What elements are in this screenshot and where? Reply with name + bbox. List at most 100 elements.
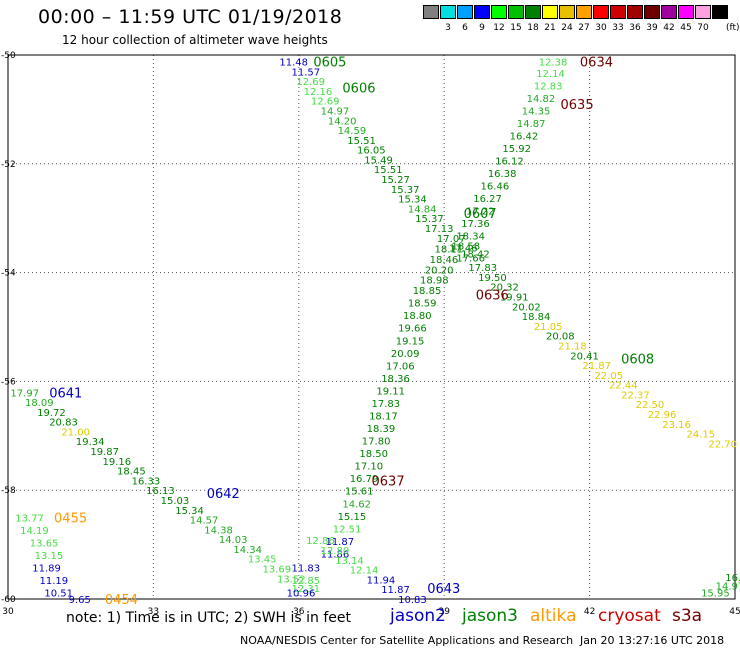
wave-height-label: 11.86 [321,549,350,560]
scale-swatch [695,5,711,19]
x-tick-label: 45 [729,607,740,617]
wave-height-label: 14.82 [527,94,556,105]
pass-labels: 0605 0606 0608 0634 0635 0607 0636 0637 0641 0642… [49,56,654,608]
wave-height-label: 20.02 [512,302,541,313]
x-tick-label: 39 [438,607,450,617]
wave-height-label: 10.96 [287,588,316,599]
wave-height-label: 16.33 [132,476,161,487]
pass-time-label: 0635 [561,98,594,113]
x-tick-label: 42 [584,607,595,617]
wave-height-label: 16.05 [357,146,386,157]
pass-time-label: 0636 [476,288,509,303]
scale-swatch [440,5,456,19]
wave-height-label: 22.05 [594,371,623,382]
wave-height-label: 13.45 [248,555,277,566]
wave-height-label: 13.15 [35,551,64,562]
satellite-altika: altika [530,606,577,626]
wave-height-label: 13.65 [30,538,59,549]
wave-height-label: 12.31 [292,584,321,595]
wave-height-label: 20.83 [49,418,78,429]
wave-height-label: 19.91 [500,293,529,304]
wave-height-label: 17.07 [437,234,466,245]
wave-height-label: 16.79 [350,474,379,485]
wave-height-label: 20.41 [570,351,599,362]
wave-height-label: 9.65 [69,595,91,606]
pass-time-label: 0606 [342,82,375,97]
y-tick-label: -56 [1,377,16,387]
wave-height-label: 15.49 [364,155,393,166]
scale-swatch [610,5,626,19]
wave-height-label: 20.09 [391,349,420,360]
wave-height-label: 12.14 [350,566,379,577]
scale-label: 27 [578,23,590,33]
wave-height-label: 14.59 [338,126,367,137]
wave-height-label: 19.66 [398,324,427,335]
wave-height-label: 18.09 [25,398,54,409]
satellite-cryosat: cryosat [598,606,661,626]
wave-height-label: 22.50 [636,400,665,411]
y-tick-label: -54 [1,269,16,279]
wave-height-label: 16.74 [725,573,740,584]
wave-height-label: 12.69 [311,97,340,108]
wave-height-label: 12.80 [321,546,350,557]
wave-height-label: 12.86 [306,536,335,547]
wave-height-label: 24.15 [687,430,716,441]
wave-height-label: 11.83 [292,563,321,574]
wave-height-label: 17.83 [468,263,497,274]
wave-height-label: 17.66 [456,253,485,264]
wave-height-label: 19.16 [103,457,132,468]
scale-label: 33 [612,23,624,33]
wave-height-label: 19.87 [90,447,119,458]
wave-height-label: 12.38 [539,58,568,69]
scale-label: 18 [527,23,539,33]
scale-label: 39 [646,23,658,33]
wave-height-label: 14.34 [233,545,262,556]
wave-height-label: 19.50 [478,273,507,284]
x-tick-label: 33 [148,607,159,617]
wave-height-label: 18.98 [420,276,449,287]
wave-height-label: 12.16 [304,87,333,98]
scale-swatch [627,5,643,19]
scale-swatch [491,5,507,19]
wave-height-label: 14.97 [321,106,350,117]
wave-height-label: 22.44 [609,381,638,392]
wave-height-label: 17.13 [425,224,454,235]
scale-label: 15 [510,23,522,33]
plot-frame [7,54,736,600]
scale-label: 42 [663,23,675,33]
wave-height-label: 10.83 [398,595,427,606]
wave-height-label: 18.46 [430,255,459,266]
scale-swatch [542,5,558,19]
scale-swatch [474,5,490,19]
wave-height-label: 21.05 [534,322,563,333]
scale-label: 21 [544,23,556,33]
wave-height-label: 20.08 [546,332,575,343]
wave-height-label: 15.37 [391,185,420,196]
y-tick-label: -58 [1,486,16,496]
scale-label: 9 [479,23,485,33]
wave-height-label: 22.96 [648,410,677,421]
wave-height-label: 18.34 [456,232,485,243]
scale-swatch [423,5,439,19]
wave-height-label: 16.42 [510,132,539,143]
wave-height-label: 12.69 [296,77,325,88]
y-tick-label: -60 [1,595,16,605]
wave-height-label: 16.27 [473,194,502,205]
wave-height-label: 16.12 [495,157,524,168]
scale-swatch [644,5,660,19]
scale-swatch [678,5,694,19]
wave-height-label: 18.11 [435,245,464,256]
wave-height-label: 18.42 [461,250,490,261]
wave-height-label: 17.97 [10,388,39,399]
pass-time-label: 0607 [464,207,497,222]
wave-height-label: 15.51 [347,136,376,147]
scale-swatch [661,5,677,19]
wave-height-label: 18.58 [451,241,480,252]
wave-height-label: 23.16 [662,420,691,431]
data-labels: 11.4811.5712.6912.1612.6914.9714.2014.59… [10,58,740,606]
wave-height-label: 13.52 [277,574,306,585]
wave-height-label: 18.45 [117,467,146,478]
wave-height-label: 11.19 [40,576,69,587]
wave-height-label: 14.87 [517,119,546,130]
